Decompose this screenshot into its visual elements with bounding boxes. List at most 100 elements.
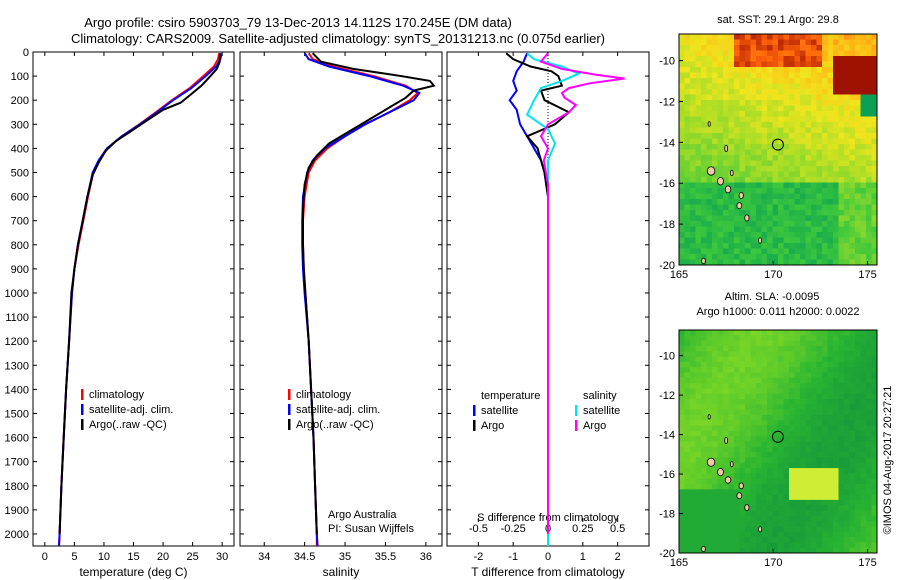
ytick-label: 200 [11,95,29,107]
difference-legend-label: Argo [583,420,606,432]
sst_map-xtick-label: 175 [858,269,876,281]
salinity-legend-swatch [288,419,291,430]
temperature-xtick-label: 25 [186,551,198,563]
sst_map-frame [678,33,878,266]
salinity-legend-label: Argo(..raw -QC) [296,419,374,431]
sst_map-ytick-label: -12 [659,96,675,108]
ytick-label: 100 [11,71,29,83]
sla_map-xtick-label: 175 [858,557,876,569]
difference-top-tick-label: 0.25 [572,523,593,535]
difference-legend-label: satellite [481,405,518,417]
temperature-series-2-line [58,53,221,535]
ytick-label: 1700 [5,457,29,469]
difference-top-tick-label: -0.5 [469,523,488,535]
temperature-xtick-label: 20 [157,551,169,563]
temperature-legend-swatch [81,389,84,400]
ytick-label: 1900 [5,505,29,517]
sla_map-ytick-label: -20 [659,548,675,560]
panel-temperature: 0 5 10 15 20 25 300100200300400500600700800900… [5,47,235,579]
sst_map-xtick-label: 170 [764,269,782,281]
sla_map-ytick-label: -14 [659,430,675,442]
sla_map-profile-marker [771,430,784,443]
temperature-xtick-label: 5 [71,551,77,563]
ytick-label: 1200 [5,336,29,348]
sla_map-frame [678,329,878,554]
salinity-series-2-line [302,52,436,535]
ytick-label: 1400 [5,384,29,396]
temperature-xtick-label: 15 [127,551,139,563]
salinity-legend-label: satellite-adj. clim. [296,404,380,416]
ytick-label: 300 [11,119,29,131]
salinity-xtick-label: 36 [420,551,432,563]
sst_map-islands [701,121,763,265]
temperature-legend-label: climatology [89,389,145,401]
salinity-xtick-label: 35 [339,551,351,563]
ytick-label: 1600 [5,433,29,445]
difference-legend-swatch [575,405,578,416]
annotation-line-1: Argo Australia [328,509,397,521]
difference-xlabel: T difference from climatology [471,565,625,579]
ytick-label: 800 [11,240,29,252]
sla_map-heatmap-cells [679,330,878,554]
difference-series-3-line [539,52,625,534]
panel-salinity: 34 34.5 35 35.5 36 salinity climatology satelli… [239,51,443,579]
panel-sst_map: 165 170 175 -10 -12 -14 -16 -18 -20 sat. SST: 29.… [659,14,878,281]
temperature-legend-swatch [81,404,84,415]
ytick-label: 1800 [5,481,29,493]
temperature-frame [32,51,235,547]
sst_map-ytick-label: -16 [659,178,675,190]
salinity-xlabel: salinity [323,565,360,579]
temperature-xtick-label: 0 [42,551,48,563]
imos-timestamp: ©IMOS 04-Aug-2017 20:27:21 [882,386,894,535]
sla_map-ytick-label: -16 [659,469,675,481]
sst_map-ytick-label: -14 [659,137,675,149]
sla_map-xtick-label: 165 [670,557,688,569]
legend-header-salinity: salinity [583,390,617,402]
panel-difference: -2 -1 0 1 2 T difference from climatology -0.5… [446,51,650,579]
difference-legend-label: Argo [481,420,504,432]
salinity-legend-label: climatology [296,389,352,401]
ytick-label: 2000 [5,529,29,541]
difference-xtick-label: -1 [508,551,518,563]
ytick-label: 1000 [5,288,29,300]
difference-legend-label: satellite [583,405,620,417]
legend-header-temperature: temperature [481,390,540,402]
ytick-label: 400 [11,143,29,155]
ytick-label: 1100 [5,312,29,324]
temperature-xlabel: temperature (deg C) [79,565,187,579]
annotation-line-2: PI: Susan Wijffels [328,523,414,535]
sla_map-ytick-label: -18 [659,509,675,521]
difference-legend-swatch [473,405,476,416]
difference-xtick-label: 1 [580,551,586,563]
temperature-xtick-label: 30 [216,551,228,563]
difference-xtick-label: 0 [545,551,551,563]
difference-top-tick-label: -0.25 [501,523,526,535]
sla_map-ytick-label: -12 [659,390,675,402]
sst_map-ytick-label: -10 [659,56,675,68]
ytick-label: 600 [11,192,29,204]
ytick-label: 900 [11,264,29,276]
temperature-xtick-label: 10 [98,551,110,563]
header-line-1: Argo profile: csiro 5903703_79 13-Dec-20… [84,15,512,30]
header-line-2: Climatology: CARS2009. Satellite-adjuste… [71,31,605,46]
difference-legend-swatch [473,420,476,431]
temperature-legend-swatch [81,419,84,430]
sst_map-profile-marker [771,138,784,151]
sla_map-subtitle: Argo h1000: 0.011 h2000: 0.0022 [696,306,859,318]
salinity-xtick-label: 34.5 [294,551,315,563]
panel-sla_map: 165 170 175 -10 -12 -14 -16 -18 -20 Altim. SLA: -… [659,291,878,569]
salinity-xtick-label: 34 [258,551,270,563]
sla_map-islands [701,414,763,553]
ytick-label: 1300 [5,360,29,372]
ytick-label: 0 [23,47,29,59]
difference-top-tick-label: 0.5 [610,523,625,535]
sst_map-xtick-label: 165 [670,269,688,281]
sst_map-heatmap-cells [679,34,878,266]
ytick-label: 700 [11,216,29,228]
ytick-label: 500 [11,167,29,179]
sla_map-title: Altim. SLA: -0.0095 [725,291,820,303]
temperature-legend-label: Argo(..raw -QC) [89,419,167,431]
sla_map-xtick-label: 170 [764,557,782,569]
sla_map-ytick-label: -10 [659,351,675,363]
salinity-legend-swatch [288,404,291,415]
